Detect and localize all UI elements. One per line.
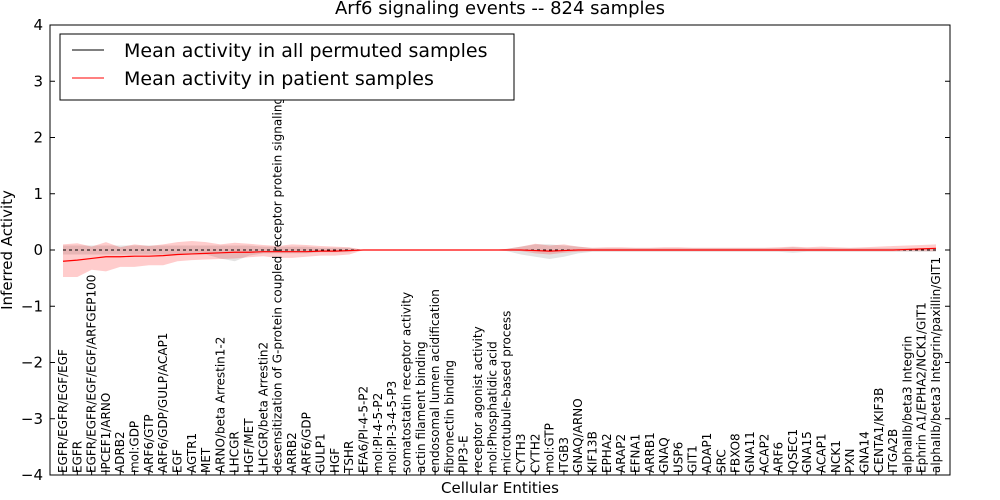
x-tick-label: HGF/MET bbox=[242, 418, 256, 473]
x-tick-label: IPCEF1/ARNO bbox=[99, 393, 113, 473]
x-tick-label: desensitization of G-protein coupled rec… bbox=[271, 42, 285, 473]
x-tick-label: EGFR bbox=[70, 441, 84, 473]
x-tick-label: GNA15 bbox=[800, 431, 814, 473]
x-tick-label: SRC bbox=[714, 449, 728, 473]
y-tick-label: −1 bbox=[21, 297, 43, 315]
x-tick-label: ADAP1 bbox=[700, 433, 714, 473]
x-tick-label: ACAP1 bbox=[815, 434, 829, 473]
legend-box bbox=[59, 33, 515, 101]
x-tick-label: actin filament binding bbox=[414, 341, 428, 473]
x-axis-ticks: EGFR/EGFR/EGF/EGF EGFR EGFR/EGFR/EGF/EGF/A… bbox=[56, 42, 943, 475]
x-tick-label: receptor agonist activity bbox=[471, 326, 485, 473]
x-tick-label: ARF6/GDP/GULP/ACAP1 bbox=[156, 333, 170, 473]
x-tick-label: KIF13B bbox=[586, 431, 600, 473]
x-tick-label: ITGA2B bbox=[886, 429, 900, 473]
line-patient bbox=[62, 247, 937, 262]
x-tick-label: HGF bbox=[328, 448, 342, 473]
x-tick-label: alphaIIb/beta3 Integrin bbox=[900, 336, 914, 473]
x-axis-label: Cellular Entities bbox=[441, 479, 559, 497]
x-tick-label: GNAQ bbox=[657, 437, 671, 473]
y-tick-label: −3 bbox=[21, 410, 43, 428]
x-tick-label: Ephrin A1/EPHA2/NCK1/GIT1 bbox=[915, 302, 929, 473]
x-tick-label: mol:GTP bbox=[543, 423, 557, 473]
chart-title: Arf6 signaling events -- 824 samples bbox=[335, 0, 665, 19]
x-tick-label: EGF bbox=[170, 449, 184, 473]
x-tick-label: PIP3-E bbox=[457, 435, 471, 473]
x-tick-label: mol:PI-3-4-5-P3 bbox=[385, 381, 399, 473]
x-tick-label: LHCGR bbox=[228, 431, 242, 473]
x-tick-label: mol:Phosphatidic acid bbox=[485, 341, 499, 473]
x-tick-label: NCK1 bbox=[829, 440, 843, 473]
legend-label-permuted: Mean activity in all permuted samples bbox=[124, 40, 487, 62]
x-tick-label: EGFR/EGFR/EGF/EGF/ARFGEP100 bbox=[85, 275, 99, 473]
x-tick-label: GNA11 bbox=[743, 431, 757, 473]
x-tick-label: ARF6/GTP bbox=[142, 414, 156, 473]
x-tick-label: MET bbox=[199, 447, 213, 473]
x-tick-label: mol:GDP bbox=[128, 421, 142, 473]
x-tick-label: TSHR bbox=[342, 441, 356, 474]
x-tick-label: LHCGR/beta Arrestin2 bbox=[256, 342, 270, 473]
series-lines bbox=[62, 247, 937, 262]
x-tick-label: EFA6/PI-4-5-P2 bbox=[357, 386, 371, 473]
y-tick-label: 3 bbox=[33, 72, 43, 90]
x-tick-label: alphaIIb/beta3 Integrin/paxillin/GIT1 bbox=[929, 257, 943, 473]
band-permuted bbox=[63, 244, 936, 262]
x-tick-label: mol:PI-4-5-P2 bbox=[371, 393, 385, 473]
plot-frame bbox=[49, 24, 951, 476]
x-tick-label: AGTR1 bbox=[185, 433, 199, 473]
x-tick-label: endosomal lumen acidification bbox=[428, 289, 442, 473]
y-tick-label: −2 bbox=[21, 354, 43, 372]
x-tick-label: EGFR/EGFR/EGF/EGF bbox=[56, 349, 70, 473]
x-tick-label: GNAQ/ARNO bbox=[571, 398, 585, 473]
x-tick-label: GIT1 bbox=[686, 445, 700, 473]
x-tick-label: GNA14 bbox=[857, 431, 871, 473]
x-tick-label: ACAP2 bbox=[757, 434, 771, 473]
x-tick-label: GULP1 bbox=[314, 433, 328, 473]
y-tick-label: −4 bbox=[21, 466, 43, 484]
x-tick-label: CYTH3 bbox=[514, 434, 528, 474]
x-tick-label: FBXO8 bbox=[729, 433, 743, 473]
x-tick-label: EFNA1 bbox=[628, 434, 642, 473]
y-tick-label: 0 bbox=[33, 241, 43, 259]
x-tick-label: ADRB2 bbox=[113, 431, 127, 473]
y-axis-ticks: −4 −3 −2 −1 0 1 2 3 4 bbox=[21, 16, 950, 484]
confidence-bands bbox=[63, 241, 936, 277]
x-tick-label: microtubule-based process bbox=[500, 311, 514, 473]
x-tick-label: CENTA1/KIF3B bbox=[872, 388, 886, 473]
band-patient bbox=[63, 241, 936, 277]
y-tick-label: 2 bbox=[33, 129, 43, 147]
x-tick-label: ARAP2 bbox=[614, 434, 628, 473]
x-tick-label: ARF6 bbox=[772, 442, 786, 473]
x-tick-label: USP6 bbox=[671, 442, 685, 473]
x-tick-label: fibronectin binding bbox=[442, 360, 456, 473]
x-tick-label: IQSEC1 bbox=[786, 429, 800, 473]
x-tick-label: EPHA2 bbox=[600, 433, 614, 473]
x-tick-label: somatostatin receptor activity bbox=[399, 292, 413, 473]
x-tick-label: ARRB2 bbox=[285, 432, 299, 473]
y-tick-label: 1 bbox=[33, 185, 43, 203]
x-tick-label: ARNO/beta Arrestin1-2 bbox=[213, 337, 227, 473]
y-tick-label: 4 bbox=[33, 16, 43, 34]
x-tick-label: CYTH2 bbox=[528, 434, 542, 474]
y-axis-label: Inferred Activity bbox=[0, 190, 16, 310]
x-tick-label: ARRB1 bbox=[643, 432, 657, 473]
legend: Mean activity in all permuted samples Me… bbox=[59, 33, 515, 101]
x-tick-label: ARF6/GDP bbox=[299, 412, 313, 473]
legend-label-patient: Mean activity in patient samples bbox=[124, 68, 434, 90]
x-tick-label: ITGB3 bbox=[557, 437, 571, 473]
x-tick-label: PXN bbox=[843, 449, 857, 473]
